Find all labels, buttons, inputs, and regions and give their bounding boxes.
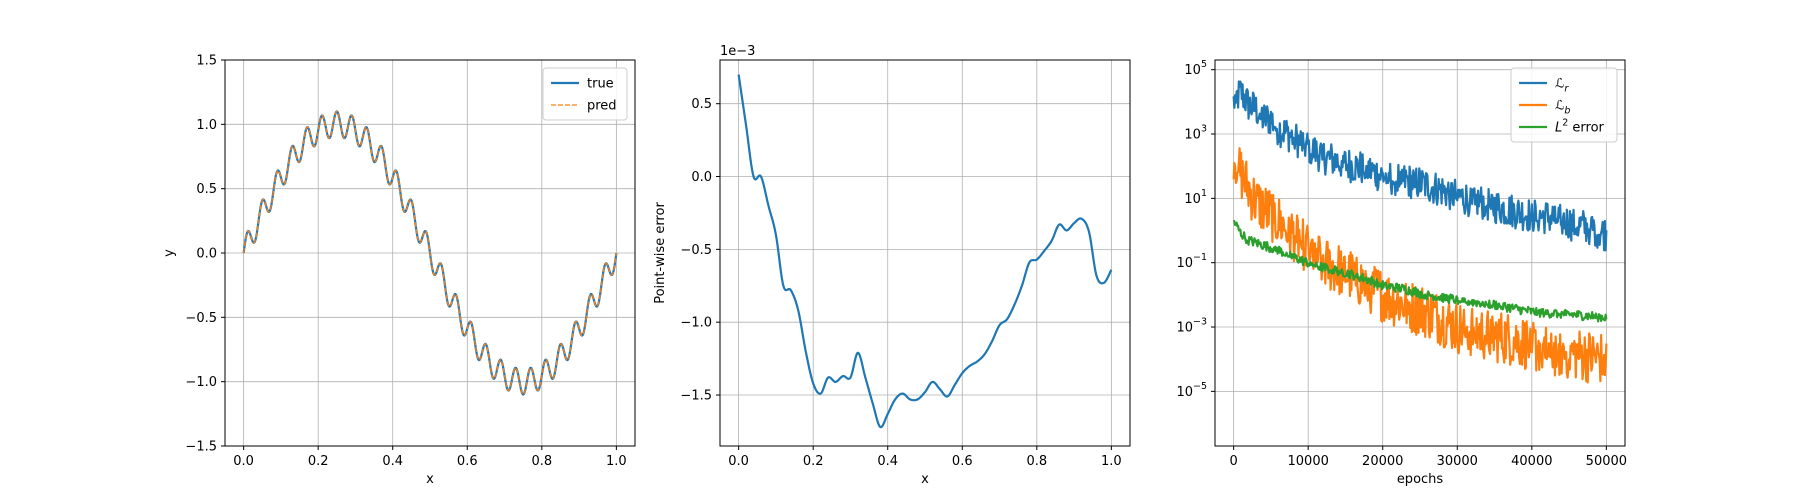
x-tick-label: 1.0 <box>606 454 627 469</box>
legend-label-sup: 2 <box>1562 118 1568 129</box>
chart-panel-1: 0.0 0.2 0.4 0.6 0.8 1.0 −1.5 −1.0 −0.5 0.0 0.5 1.0 1… <box>162 54 636 487</box>
y-tick-exponent: 1 <box>1201 188 1207 199</box>
legend-box <box>542 67 628 121</box>
legend: true pred <box>542 67 628 121</box>
plot-frame <box>719 59 1131 447</box>
y-tick-label: 0.5 <box>196 182 217 197</box>
x-tick-label: 0.8 <box>1026 454 1047 469</box>
y-tick-label: 10−5 <box>1176 381 1207 400</box>
y-tick-label: −1.0 <box>680 316 712 331</box>
y-tick-label: 105 <box>1184 59 1207 78</box>
y-tick-label: 10−1 <box>1176 252 1207 271</box>
x-tick-label: 20000 <box>1362 454 1403 469</box>
data-lines <box>1232 80 1608 384</box>
data-lines <box>242 110 618 396</box>
x-tick-label: 1.0 <box>1101 454 1122 469</box>
legend-label-sub: b <box>1564 106 1570 117</box>
legend-label: L2 error <box>1555 118 1605 136</box>
x-tick-label: 0.2 <box>308 454 329 469</box>
y-offset-label: 1e−3 <box>720 44 755 59</box>
series-line-l2-error <box>1232 219 1608 323</box>
x-axis-label: x <box>426 472 434 487</box>
y-tick-label: −0.5 <box>680 243 712 258</box>
legend-label: ℒr <box>1555 77 1569 95</box>
x-tick-label: 0 <box>1229 454 1237 469</box>
y-tick-label: 1.5 <box>196 54 217 69</box>
plot-frame <box>1214 59 1626 447</box>
y-tick-label: −1.5 <box>680 389 712 404</box>
legend-label-main: L <box>1555 121 1562 136</box>
x-axis-label: x <box>921 472 929 487</box>
x-tick-label: 0.6 <box>952 454 973 469</box>
chart-panel-2: 0.0 0.2 0.4 0.6 0.8 1.0 −1.5 −1.0 −0.5 0.0 0.5 x Poi… <box>653 44 1131 487</box>
y-tick-label: 101 <box>1184 188 1207 207</box>
y-tick-exponent: −3 <box>1193 317 1207 328</box>
x-tick-label: 0.4 <box>382 454 403 469</box>
y-tick-base: 10 <box>1184 192 1201 207</box>
legend-label: ℒb <box>1555 99 1570 117</box>
y-tick-base: 10 <box>1176 385 1193 400</box>
x-tick-label: 0.4 <box>877 454 898 469</box>
y-tick-exponent: −1 <box>1193 252 1207 263</box>
data-lines <box>737 74 1113 429</box>
y-tick-label: 10−3 <box>1176 317 1207 336</box>
y-tick-base: 10 <box>1176 256 1193 271</box>
y-axis-label: Point-wise error <box>653 202 668 304</box>
chart-panel-3: 0 10000 20000 30000 40000 5000010−510−310−110… <box>1176 59 1627 487</box>
y-tick-label: −1.0 <box>185 375 217 390</box>
y-tick-base: 10 <box>1176 321 1193 336</box>
y-tick-label: 1.0 <box>196 118 217 133</box>
legend-label-main: ℒ <box>1555 77 1564 92</box>
legend-label-sub: r <box>1564 84 1569 95</box>
y-axis-label: y <box>162 249 177 257</box>
x-tick-label: 0.8 <box>531 454 552 469</box>
x-tick-label: 0.6 <box>457 454 478 469</box>
x-tick-label: 30000 <box>1437 454 1478 469</box>
y-tick-label: 0.0 <box>691 170 712 185</box>
legend-box <box>1510 67 1618 143</box>
y-tick-label: 0.5 <box>691 97 712 112</box>
series-line-pred <box>242 110 618 396</box>
x-axis-label: epochs <box>1397 472 1444 487</box>
y-tick-label: −0.5 <box>185 311 217 326</box>
x-tick-label: 0.0 <box>233 454 254 469</box>
series-line-lr <box>1232 80 1608 252</box>
x-tick-label: 0.0 <box>728 454 749 469</box>
legend-label: pred <box>587 99 617 114</box>
y-tick-base: 10 <box>1184 63 1201 78</box>
y-tick-base: 10 <box>1184 128 1201 143</box>
legend-label-suffix: error <box>1568 121 1604 136</box>
y-tick-label: 103 <box>1184 124 1207 143</box>
y-tick-exponent: 5 <box>1201 59 1207 70</box>
series-line-error <box>737 74 1113 429</box>
y-tick-exponent: −5 <box>1193 381 1207 392</box>
y-tick-exponent: 3 <box>1201 124 1207 135</box>
y-tick-label: −1.5 <box>185 440 217 455</box>
x-tick-label: 50000 <box>1586 454 1627 469</box>
legend-label: true <box>587 77 614 92</box>
x-tick-label: 40000 <box>1511 454 1552 469</box>
x-tick-label: 0.2 <box>803 454 824 469</box>
x-tick-label: 10000 <box>1288 454 1329 469</box>
y-tick-label: 0.0 <box>196 247 217 262</box>
legend-label-main: ℒ <box>1555 99 1564 114</box>
